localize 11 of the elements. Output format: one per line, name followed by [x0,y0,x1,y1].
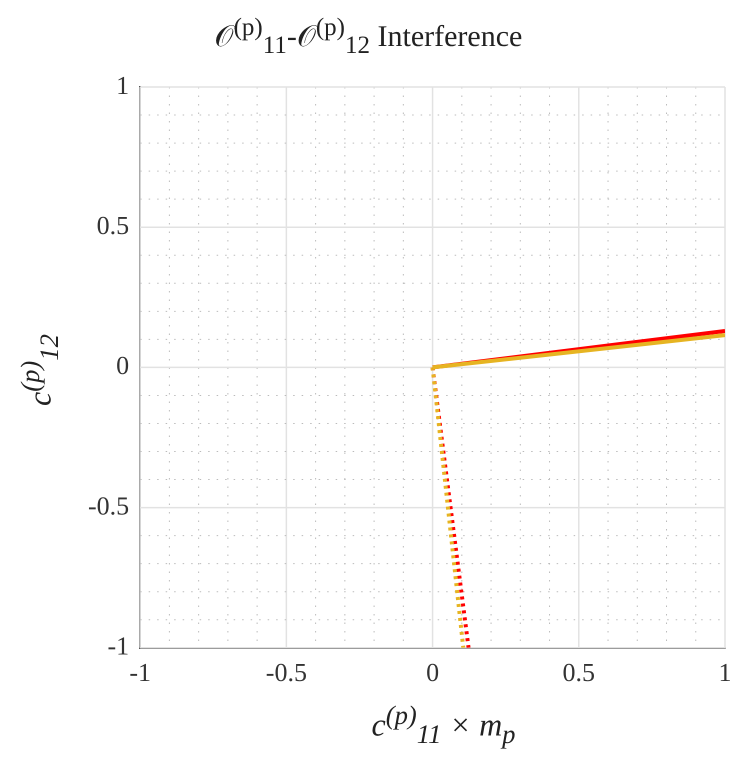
y-tick-label: 0 [116,351,130,380]
y-tick-label: -0.5 [88,491,130,520]
x-tick-label: -0.5 [266,658,307,688]
x-tick-label: 0 [426,658,440,688]
y-tick-label: 0.5 [96,211,130,240]
chart-title: 𝒪$^{(p)}$$_{11}$-𝒪$^{(p)}$$_{12}$ Interference [214,14,524,60]
y-tick-label: -1 [107,632,130,661]
x-axis-title: c$^{(p)}$$_{11}$ × m$_{p}$ [370,700,516,750]
x-tick-label: 0.5 [562,658,596,688]
x-tick-label: 1 [718,658,732,688]
y-tick-label: 1 [116,70,130,100]
